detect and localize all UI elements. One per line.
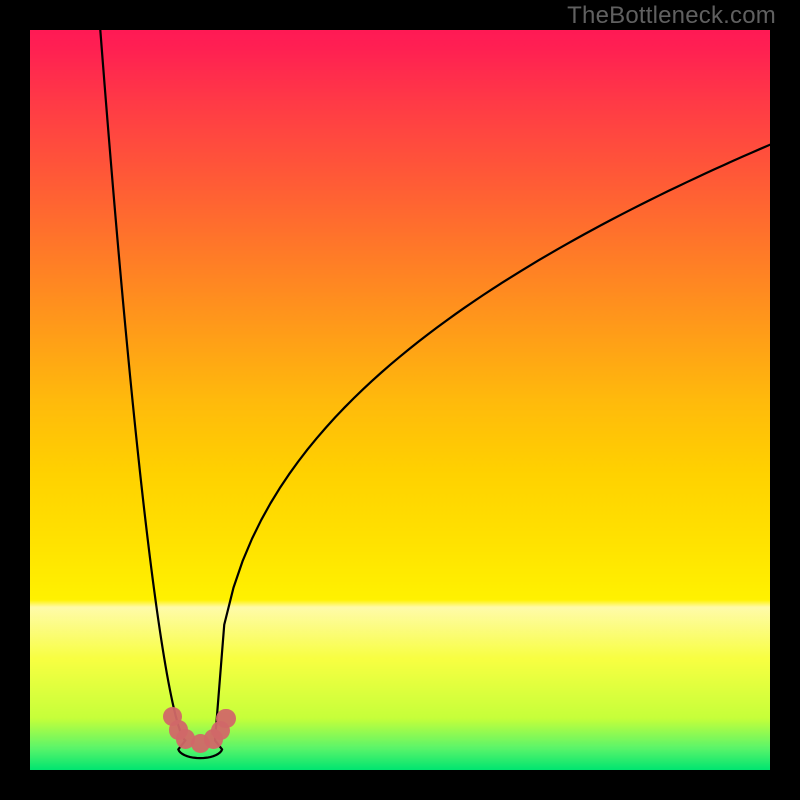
bottleneck-curve — [100, 30, 770, 758]
curve-layer — [30, 30, 770, 770]
watermark-label: TheBottleneck.com — [567, 2, 776, 30]
plot-area — [30, 30, 770, 770]
valley-marker — [216, 709, 235, 728]
chart-frame: TheBottleneck.com — [0, 0, 800, 800]
